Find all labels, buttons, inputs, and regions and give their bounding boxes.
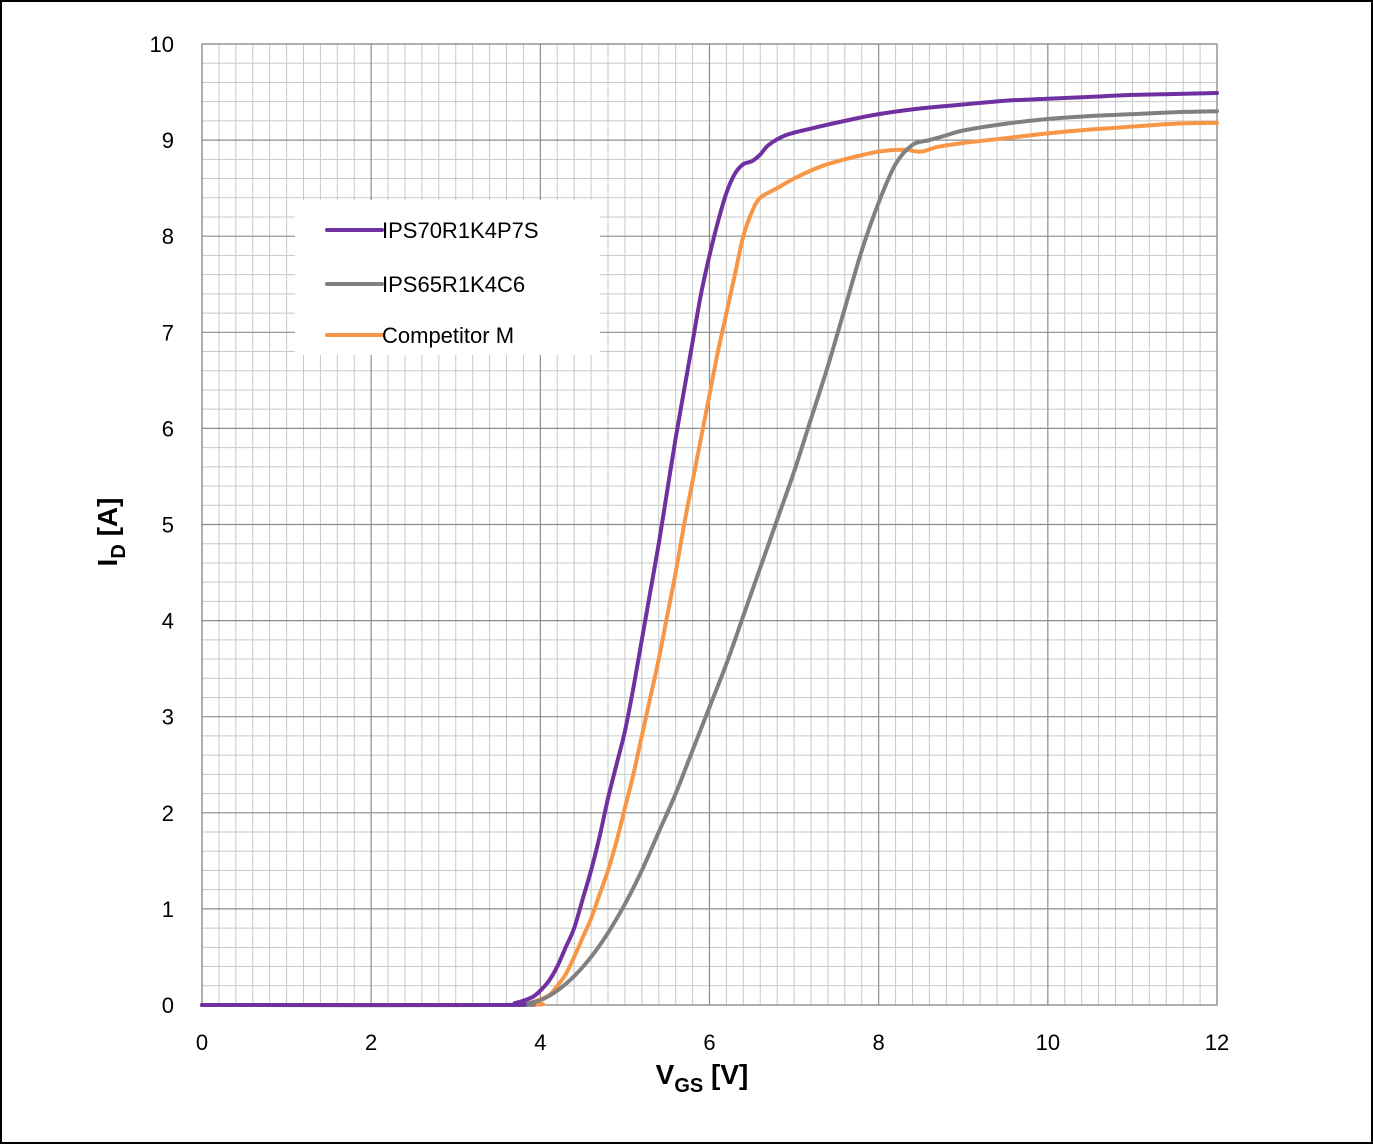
y-tick-label: 5: [162, 513, 174, 538]
y-tick-label: 10: [150, 32, 174, 57]
x-tick-label: 12: [1205, 1030, 1229, 1055]
y-tick-label: 7: [162, 320, 174, 345]
legend-item-ips70r1k4p7s: IPS70R1K4P7S: [325, 218, 539, 243]
series-line-ips70r1k4p7s: [200, 91, 1219, 1008]
legend-label: Competitor M: [382, 323, 514, 348]
legend-box: [295, 200, 600, 355]
series-line-ips65r1k4c6: [200, 109, 1219, 1008]
y-axis-title-subscript: D: [108, 544, 130, 558]
y-axis-title-main: I: [92, 559, 123, 567]
plot-area-border: [201, 43, 1218, 1006]
y-tick-label: 1: [162, 897, 174, 922]
x-tick-label: 10: [1036, 1030, 1060, 1055]
x-tick-label: 8: [873, 1030, 885, 1055]
legend-item-ips65r1k4c6: IPS65R1K4C6: [325, 272, 525, 297]
y-tick-label: 2: [162, 801, 174, 826]
x-tick-label: 4: [534, 1030, 546, 1055]
y-tick-label: 6: [162, 416, 174, 441]
y-tick-label: 9: [162, 128, 174, 153]
y-axis-title: ID [A]: [92, 498, 130, 567]
y-tick-label: 3: [162, 705, 174, 730]
series-layer: [200, 91, 1219, 1008]
x-tick-label: 0: [196, 1030, 208, 1055]
legend: IPS70R1K4P7S IPS65R1K4C6 Competitor M: [295, 200, 600, 355]
grid-layer: [201, 43, 1218, 1006]
x-tick-label: 6: [703, 1030, 715, 1055]
x-axis-title-main: V: [656, 1059, 675, 1090]
x-axis-title: VGS [V]: [656, 1059, 749, 1097]
x-axis-title-unit: [V]: [703, 1059, 748, 1090]
y-tick-label: 8: [162, 224, 174, 249]
series-line-competitor-m: [200, 120, 1219, 1008]
legend-label: IPS70R1K4P7S: [382, 218, 539, 243]
legend-label: IPS65R1K4C6: [382, 272, 525, 297]
legend-item-competitor-m: Competitor M: [325, 323, 514, 348]
y-tick-label: 0: [162, 993, 174, 1018]
x-axis-title-subscript: GS: [674, 1075, 703, 1097]
y-axis-title-unit: [A]: [92, 498, 123, 545]
x-tick-label: 2: [365, 1030, 377, 1055]
y-tick-label: 4: [162, 609, 174, 634]
